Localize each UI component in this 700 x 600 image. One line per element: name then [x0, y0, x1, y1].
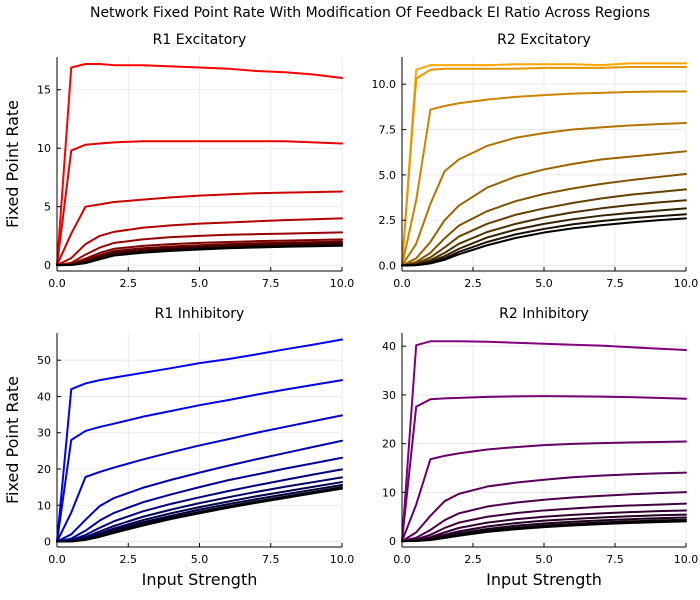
y-axis-label: Fixed Point Rate	[3, 100, 22, 228]
subplot-title: R2 Inhibitory	[499, 306, 589, 322]
y-tick-label: 2.5	[379, 214, 397, 227]
series-line-0	[401, 62, 687, 267]
y-tick-label: 10	[37, 499, 51, 512]
series-line-3	[56, 439, 343, 543]
x-tick-label: 0.0	[393, 553, 411, 566]
y-tick-label: 0	[44, 259, 51, 272]
y-tick-label: 0	[389, 535, 396, 548]
series-line-10	[56, 244, 343, 267]
series-line-2	[56, 190, 343, 267]
series-line-6	[401, 188, 687, 267]
series-line-8	[401, 207, 687, 267]
x-tick-label: 5.0	[191, 553, 209, 566]
subplot-title: R1 Excitatory	[153, 32, 247, 48]
x-axis-label: Input Strength	[142, 570, 258, 589]
x-tick-label: 5.0	[191, 277, 209, 290]
series-line-10	[56, 487, 343, 543]
x-tick-label: 2.5	[464, 277, 482, 290]
series-line-2	[401, 90, 687, 267]
x-tick-label: 5.0	[535, 553, 553, 566]
series-line-5	[401, 502, 687, 543]
series-line-1	[401, 65, 687, 267]
x-tick-label: 7.5	[262, 277, 280, 290]
x-tick-label: 10.0	[674, 277, 699, 290]
x-tick-label: 7.5	[262, 553, 280, 566]
series-line-2	[56, 414, 343, 543]
x-tick-label: 10.0	[330, 553, 355, 566]
series-line-1	[56, 140, 343, 267]
y-tick-label: 50	[37, 354, 51, 367]
series-line-4	[56, 456, 343, 543]
subplot-grid: 0.0 2.5 5.0 7.5 10.0 0 5 10 15 R1 Excitatory Fixed…	[3, 32, 698, 589]
x-tick-label: 2.5	[120, 553, 138, 566]
series-line-4	[401, 491, 687, 543]
series-line-2	[401, 440, 687, 543]
y-tick-label: 10	[382, 486, 396, 499]
subplot-3: 0.0 2.5 5.0 7.5 10.0 0 10 20 30 40 R2 Inhibitory In…	[382, 306, 698, 589]
subplot-0: 0.0 2.5 5.0 7.5 10.0 0 5 10 15 R1 Excitatory Fixed…	[3, 32, 354, 290]
x-tick-label: 0.0	[48, 553, 66, 566]
figure-suptitle: Network Fixed Point Rate With Modificati…	[90, 5, 650, 21]
y-tick-label: 10.0	[372, 78, 397, 91]
series-line-1	[56, 379, 343, 543]
x-tick-label: 10.0	[674, 553, 699, 566]
x-tick-label: 7.5	[606, 553, 624, 566]
series-line-3	[401, 122, 687, 267]
subplot-2: 0.0 2.5 5.0 7.5 10.0 0 10 20 30 40 50 R1 Inhibitory…	[3, 306, 354, 589]
series-line-6	[401, 509, 687, 543]
y-tick-label: 10	[37, 142, 51, 155]
x-axis-label: Input Strength	[486, 570, 602, 589]
y-tick-label: 5.0	[379, 169, 397, 182]
x-tick-label: 0.0	[48, 277, 66, 290]
y-tick-label: 15	[37, 84, 51, 97]
series-line-3	[56, 217, 343, 267]
y-tick-label: 20	[382, 438, 396, 451]
series-line-5	[56, 238, 343, 267]
series-line-6	[56, 476, 343, 543]
x-tick-label: 0.0	[393, 277, 411, 290]
x-tick-label: 2.5	[464, 553, 482, 566]
x-tick-label: 7.5	[606, 277, 624, 290]
y-tick-label: 40	[382, 340, 396, 353]
subplot-title: R2 Excitatory	[497, 32, 591, 48]
x-tick-label: 10.0	[330, 277, 355, 290]
series-line-0	[401, 340, 687, 543]
subplot-1: 0.0 2.5 5.0 7.5 10.0 0.0 2.5 5.0 7.5 10.0 R2 Excit…	[372, 32, 699, 290]
series-line-10	[401, 520, 687, 543]
y-tick-label: 7.5	[379, 124, 397, 137]
series-line-7	[401, 199, 687, 267]
series-line-5	[56, 468, 343, 543]
y-axis-label: Fixed Point Rate	[3, 376, 22, 504]
y-tick-label: 20	[37, 463, 51, 476]
series-line-0	[56, 338, 343, 543]
x-tick-label: 5.0	[535, 277, 553, 290]
y-tick-label: 40	[37, 390, 51, 403]
series-line-6	[56, 240, 343, 267]
series-line-10	[401, 217, 687, 267]
x-tick-label: 2.5	[120, 277, 138, 290]
series-line-4	[56, 231, 343, 267]
y-tick-label: 30	[382, 389, 396, 402]
y-tick-label: 30	[37, 427, 51, 440]
series-line-3	[401, 471, 687, 543]
series-line-4	[401, 150, 687, 267]
y-tick-label: 5	[44, 201, 51, 214]
subplot-title: R1 Inhibitory	[155, 306, 245, 322]
series-line-5	[401, 172, 687, 267]
y-tick-label: 0	[44, 536, 51, 549]
series-line-1	[401, 395, 687, 543]
y-tick-label: 0.0	[379, 260, 397, 273]
series-line-0	[56, 63, 343, 267]
